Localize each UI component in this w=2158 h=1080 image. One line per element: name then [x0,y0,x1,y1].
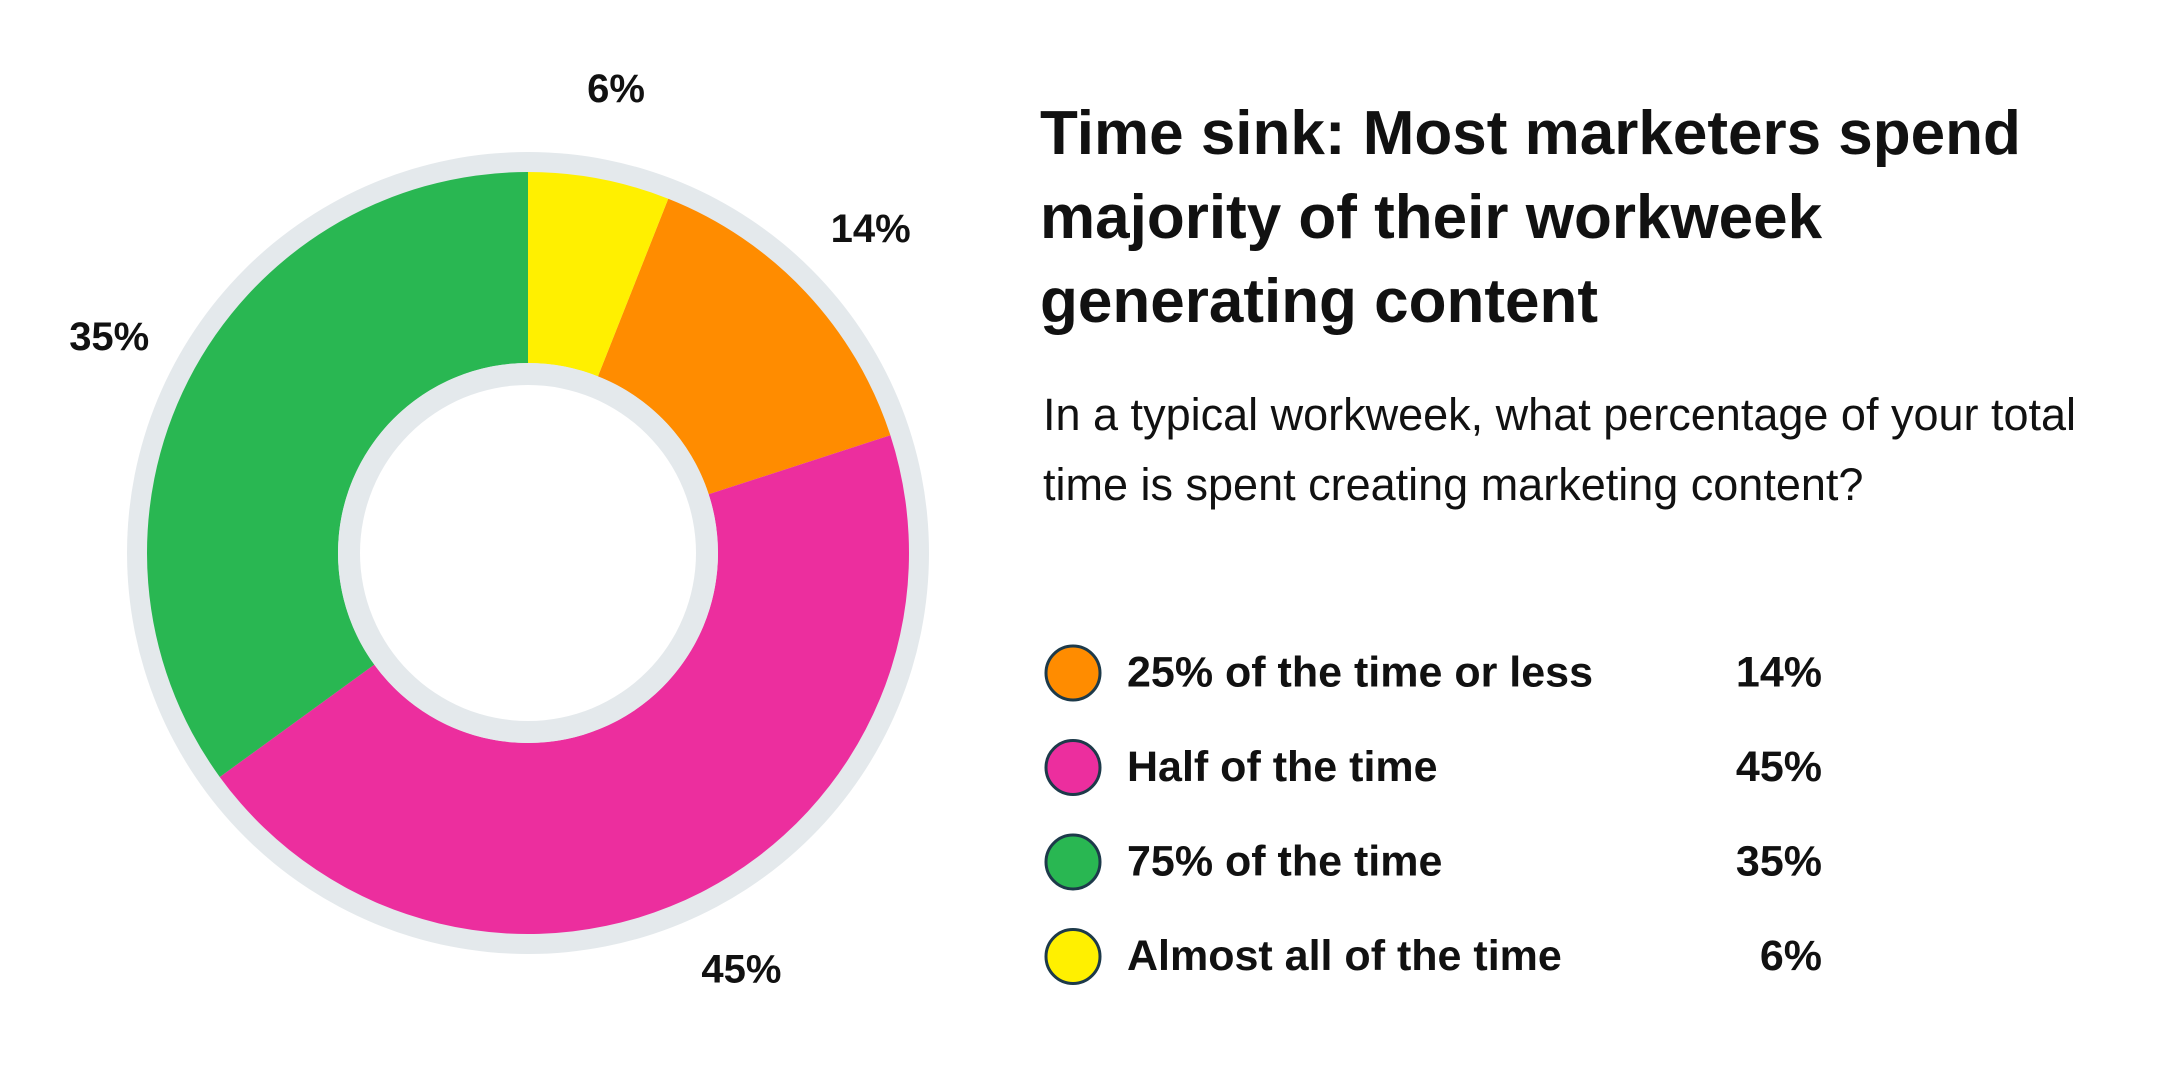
legend-swatch [1044,928,1102,985]
data-label: 14% [831,207,911,251]
legend-value: 14% [1736,648,1822,696]
data-label: 45% [701,947,781,991]
donut-segment [597,198,891,495]
donut-segment [219,435,909,934]
legend-label: Almost all of the time [1127,932,1562,980]
donut-hole [360,385,696,721]
legend-label: 25% of the time or less [1127,648,1593,696]
data-label: 35% [69,315,149,359]
data-label: 6% [587,67,645,111]
legend-swatch [1044,833,1102,891]
legend-swatch [1044,739,1102,796]
donut-segment [528,172,669,377]
donut-segment [147,171,529,777]
legend-label: 75% of the time [1127,837,1442,885]
chart-title: Time sink: Most marketers spend majority… [1040,99,2021,336]
legend-value: 45% [1736,743,1822,791]
legend-value: 35% [1736,837,1822,885]
legend-value: 6% [1760,932,1822,980]
legend-swatch [1044,644,1102,702]
chart-subtitle: In a typical workweek, what percentage o… [1043,389,2077,510]
legend-label: Half of the time [1127,743,1438,791]
